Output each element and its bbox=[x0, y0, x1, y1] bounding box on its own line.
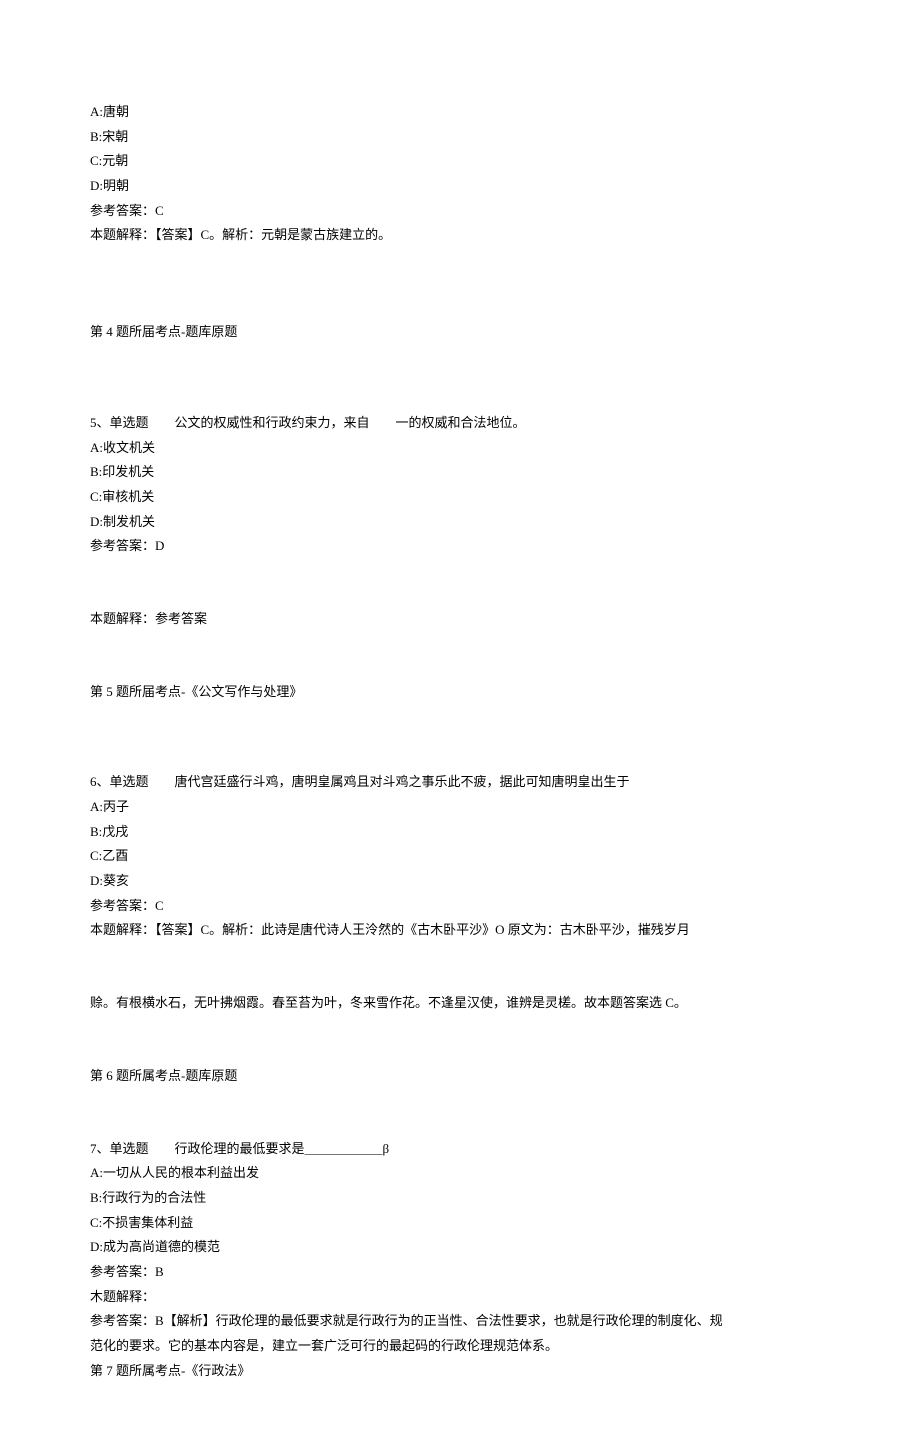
q7-topic: 第 7 题所属考点-《行政法》 bbox=[90, 1359, 830, 1384]
q7-stem: 7、单选题 行政伦理的最低要求是＿＿＿＿＿＿β bbox=[90, 1137, 830, 1162]
q5-answer: 参考答案：D bbox=[90, 534, 830, 559]
q7-explain2: 范化的要求。它的基本内容是，建立一套广泛可行的最起码的行政伦理规范体系。 bbox=[90, 1334, 830, 1359]
q5-option-a: A:收文机关 bbox=[90, 436, 830, 461]
q7-option-d: D:成为高尚道德的模范 bbox=[90, 1235, 830, 1260]
q6-option-b: B:戊戌 bbox=[90, 820, 830, 845]
q5-option-d: D:制发机关 bbox=[90, 510, 830, 535]
q6-answer: 参考答案：C bbox=[90, 894, 830, 919]
q4-answer: 参考答案：C bbox=[90, 199, 830, 224]
q6-topic: 第 6 题所属考点-题库原题 bbox=[90, 1064, 830, 1089]
document-page: A:唐朝 B:宋朝 C:元朝 D:明朝 参考答案：C 本题解释：【答案】C。解析… bbox=[0, 0, 920, 1443]
q6-block: 6、单选题 唐代宫廷盛行斗鸡，唐明皇属鸡且对斗鸡之事乐此不疲，据此可知唐明皇出生… bbox=[90, 770, 830, 943]
q4-option-block: A:唐朝 B:宋朝 C:元朝 D:明朝 参考答案：C 本题解释：【答案】C。解析… bbox=[90, 100, 830, 248]
q5-option-c: C:审核机关 bbox=[90, 485, 830, 510]
q7-option-c: C:不损害集体利益 bbox=[90, 1211, 830, 1236]
q6-option-d: D:葵亥 bbox=[90, 869, 830, 894]
q5-topic: 第 5 题所届考点-《公文写作与处理》 bbox=[90, 680, 830, 705]
q5-block: 5、单选题 公文的权威性和行政约束力，来自 一的权威和合法地位。 A:收文机关 … bbox=[90, 411, 830, 559]
q4-option-a: A:唐朝 bbox=[90, 100, 830, 125]
q6-explain1: 本题解释：【答案】C。解析：此诗是唐代诗人王泠然的《古木卧平沙》O 原文为：古木… bbox=[90, 918, 830, 943]
q4-option-d: D:明朝 bbox=[90, 174, 830, 199]
q4-topic: 第 4 题所届考点-题库原题 bbox=[90, 320, 830, 345]
q7-explain1: 参考答案：B【解析】行政伦理的最低要求就是行政行为的正当性、合法性要求，也就是行… bbox=[90, 1309, 830, 1334]
q5-explain: 本题解释：参考答案 bbox=[90, 607, 830, 632]
q6-explain2: 赊。有根横水石，无叶拂烟霞。春至苔为叶，冬来雪作花。不逢星汉使，谁辨是灵槎。故本… bbox=[90, 991, 830, 1016]
q7-block: 7、单选题 行政伦理的最低要求是＿＿＿＿＿＿β A:一切从人民的根本利益出发 B… bbox=[90, 1137, 830, 1384]
q7-answer: 参考答案：B bbox=[90, 1260, 830, 1285]
q5-option-b: B:印发机关 bbox=[90, 460, 830, 485]
q7-option-b: B:行政行为的合法性 bbox=[90, 1186, 830, 1211]
q5-stem: 5、单选题 公文的权威性和行政约束力，来自 一的权威和合法地位。 bbox=[90, 411, 830, 436]
q7-option-a: A:一切从人民的根本利益出发 bbox=[90, 1161, 830, 1186]
q4-option-c: C:元朝 bbox=[90, 149, 830, 174]
q4-option-b: B:宋朝 bbox=[90, 125, 830, 150]
q6-option-c: C:乙酉 bbox=[90, 844, 830, 869]
q4-explain: 本题解释：【答案】C。解析：元朝是蒙古族建立的。 bbox=[90, 223, 830, 248]
q7-explain-label: 木题解释： bbox=[90, 1285, 830, 1310]
q6-option-a: A:丙子 bbox=[90, 795, 830, 820]
q6-stem: 6、单选题 唐代宫廷盛行斗鸡，唐明皇属鸡且对斗鸡之事乐此不疲，据此可知唐明皇出生… bbox=[90, 770, 830, 795]
